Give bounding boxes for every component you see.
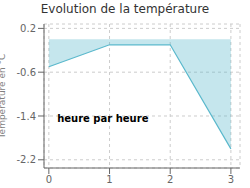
svg-text:Température en °C: Température en °C (0, 54, 7, 140)
svg-text:-1.4: -1.4 (16, 111, 36, 122)
svg-text:-2.2: -2.2 (16, 154, 36, 165)
svg-text:0.2: 0.2 (20, 23, 36, 34)
html-text:heure par heure: heure par heure (57, 112, 149, 124)
html-text:Evolution de la température: Evolution de la température (40, 2, 210, 16)
svg-text:1: 1 (106, 174, 112, 185)
svg-text:2: 2 (167, 174, 173, 185)
svg-text:-0.6: -0.6 (16, 67, 36, 78)
svg-text:3: 3 (228, 174, 234, 185)
svg-text:0: 0 (46, 174, 52, 185)
